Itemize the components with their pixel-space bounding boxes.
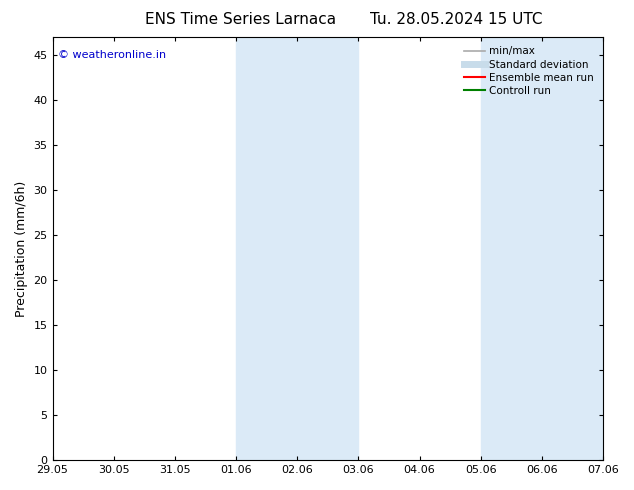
- Legend: min/max, Standard deviation, Ensemble mean run, Controll run: min/max, Standard deviation, Ensemble me…: [460, 42, 598, 100]
- Text: ENS Time Series Larnaca: ENS Time Series Larnaca: [145, 12, 337, 27]
- Text: © weatheronline.in: © weatheronline.in: [58, 50, 166, 60]
- Bar: [236, 37, 358, 460]
- Y-axis label: Precipitation (mm/6h): Precipitation (mm/6h): [15, 180, 28, 317]
- Text: Tu. 28.05.2024 15 UTC: Tu. 28.05.2024 15 UTC: [370, 12, 543, 27]
- Bar: [481, 37, 603, 460]
